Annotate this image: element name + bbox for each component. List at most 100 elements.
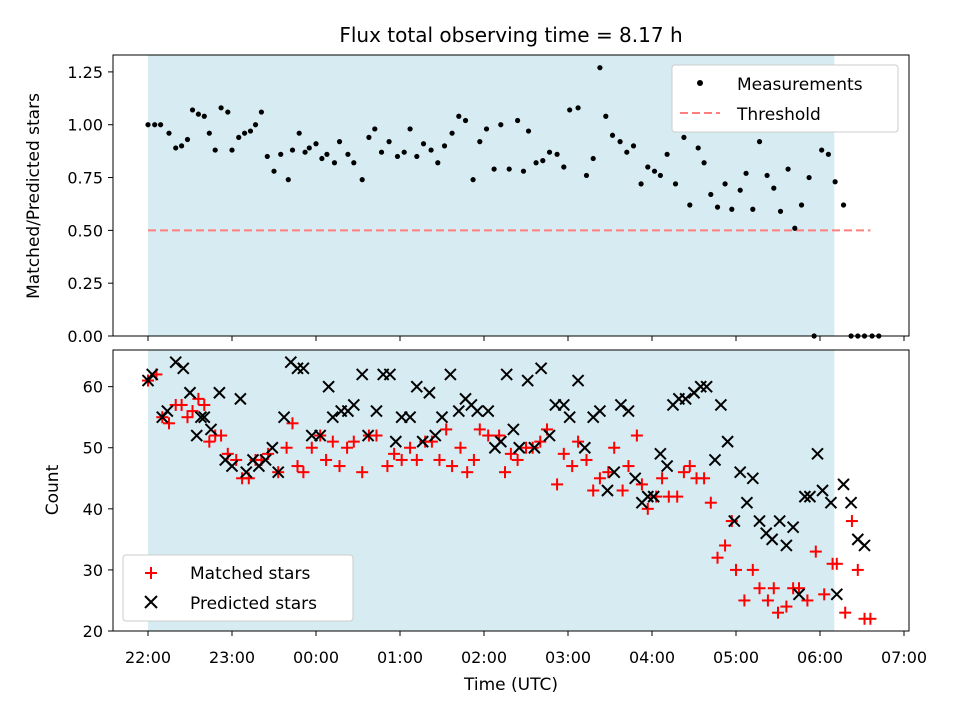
legend-threshold-label: Threshold <box>736 105 821 125</box>
predicted-star-point <box>513 441 526 454</box>
matched-star-point <box>851 563 864 576</box>
bottom-y-tick-label: 20 <box>83 622 103 641</box>
matched-star-point <box>280 441 293 454</box>
predicted-star-point <box>557 398 571 412</box>
measurement-point <box>331 160 338 166</box>
matched-star-point <box>230 453 243 466</box>
matched-star-point <box>830 557 843 570</box>
measurement-point <box>638 181 644 187</box>
predicted-star-point <box>213 386 226 399</box>
predicted-star-point <box>844 496 858 509</box>
predicted-star-point <box>347 398 361 412</box>
measurement-point <box>359 177 365 183</box>
measurement-point <box>695 145 701 151</box>
bottom-y-tick-label: 30 <box>83 561 103 580</box>
predicted-star-point <box>824 496 838 509</box>
matched-star-point <box>320 453 333 466</box>
measurement-point <box>750 206 756 212</box>
matched-star-point <box>704 496 717 509</box>
matched-star-point <box>572 435 585 448</box>
bottom-legend: Matched stars Predicted stars <box>122 554 354 622</box>
measurement-point <box>491 166 497 172</box>
predicted-star-point <box>563 410 576 424</box>
measurement-point <box>378 149 385 155</box>
predicted-star-point <box>543 429 556 442</box>
predicted-star-point <box>571 374 585 387</box>
measurement-point <box>296 130 302 136</box>
matched-star-point <box>839 606 852 619</box>
x-tick-label: 04:00 <box>629 648 675 667</box>
matched-star-point <box>683 460 696 473</box>
measurement-point <box>229 147 235 153</box>
measurement-point <box>285 177 291 183</box>
matched-star-point <box>504 447 517 460</box>
measurement-point <box>777 208 784 214</box>
predicted-star-point <box>435 410 449 424</box>
measurement-point <box>771 185 777 191</box>
matched-star-point <box>395 453 408 466</box>
measurement-point <box>324 151 330 157</box>
predicted-star-point <box>190 429 203 442</box>
predicted-star-point <box>601 484 614 497</box>
measurement-point <box>819 147 825 153</box>
bottom-y-tick-label: 60 <box>83 378 103 397</box>
predicted-star-point <box>194 410 208 424</box>
predicted-star-point <box>240 465 253 479</box>
measurement-point <box>456 113 462 119</box>
measurement-point <box>345 151 351 157</box>
predicted-star-point <box>786 520 800 534</box>
legend-matched-marker <box>145 567 157 579</box>
measurement-point <box>189 107 196 113</box>
measurement-point <box>785 166 791 172</box>
matched-star-point <box>725 515 738 528</box>
matched-star-point <box>719 539 732 552</box>
measurement-point <box>483 126 490 132</box>
measurement-point <box>394 153 401 160</box>
predicted-star-point <box>429 429 442 442</box>
predicted-star-point <box>500 368 513 381</box>
matched-star-point <box>587 484 600 497</box>
matched-star-point <box>746 563 759 576</box>
predicted-star-point <box>494 435 508 448</box>
predicted-star-point <box>161 404 174 418</box>
matched-star-point <box>297 466 310 479</box>
measurement-point <box>428 147 434 153</box>
predicted-star-point <box>225 459 239 473</box>
x-tick-label: 03:00 <box>545 648 591 667</box>
matched-star-point <box>215 429 228 442</box>
predicted-star-point <box>641 490 655 503</box>
predicted-star-point <box>481 404 495 418</box>
measurement-point <box>258 109 264 115</box>
predicted-star-point <box>322 380 335 393</box>
matched-star-point <box>671 490 684 503</box>
x-axis-label: Time (UTC) <box>463 675 558 695</box>
measurement-point <box>302 149 308 155</box>
predicted-star-point <box>858 539 871 552</box>
top-panel-frame <box>112 54 910 337</box>
measurement-point <box>603 113 609 119</box>
predicted-star-point <box>728 514 741 528</box>
count-panel: 20 30 40 50 60 22:00 23:00 00:00 01:00 02:00 03:0… <box>43 349 927 695</box>
matched-star-point <box>767 582 780 595</box>
measurement-point <box>278 151 284 157</box>
predicted-star-point <box>811 447 824 461</box>
measurement-point <box>624 149 630 155</box>
predicted-star-point <box>733 465 747 479</box>
measurement-point <box>681 134 687 140</box>
measurement-point <box>498 122 504 128</box>
predicted-star-point <box>721 435 734 448</box>
measurement-point <box>708 191 714 198</box>
matched-star-point <box>499 466 511 479</box>
predicted-star-point <box>204 423 218 436</box>
measurement-point <box>651 168 658 174</box>
bottom-panel-frame <box>112 349 910 632</box>
matched-star-point <box>793 582 805 595</box>
predicted-star-point <box>291 362 304 375</box>
matched-star-point <box>388 447 401 460</box>
legend-measurements-label: Measurements <box>737 75 863 95</box>
x-tick-label: 01:00 <box>377 648 423 667</box>
measurement-point <box>366 134 372 140</box>
predicted-star-point <box>271 465 285 479</box>
predicted-star-point <box>266 441 279 454</box>
measurement-point <box>540 158 546 164</box>
